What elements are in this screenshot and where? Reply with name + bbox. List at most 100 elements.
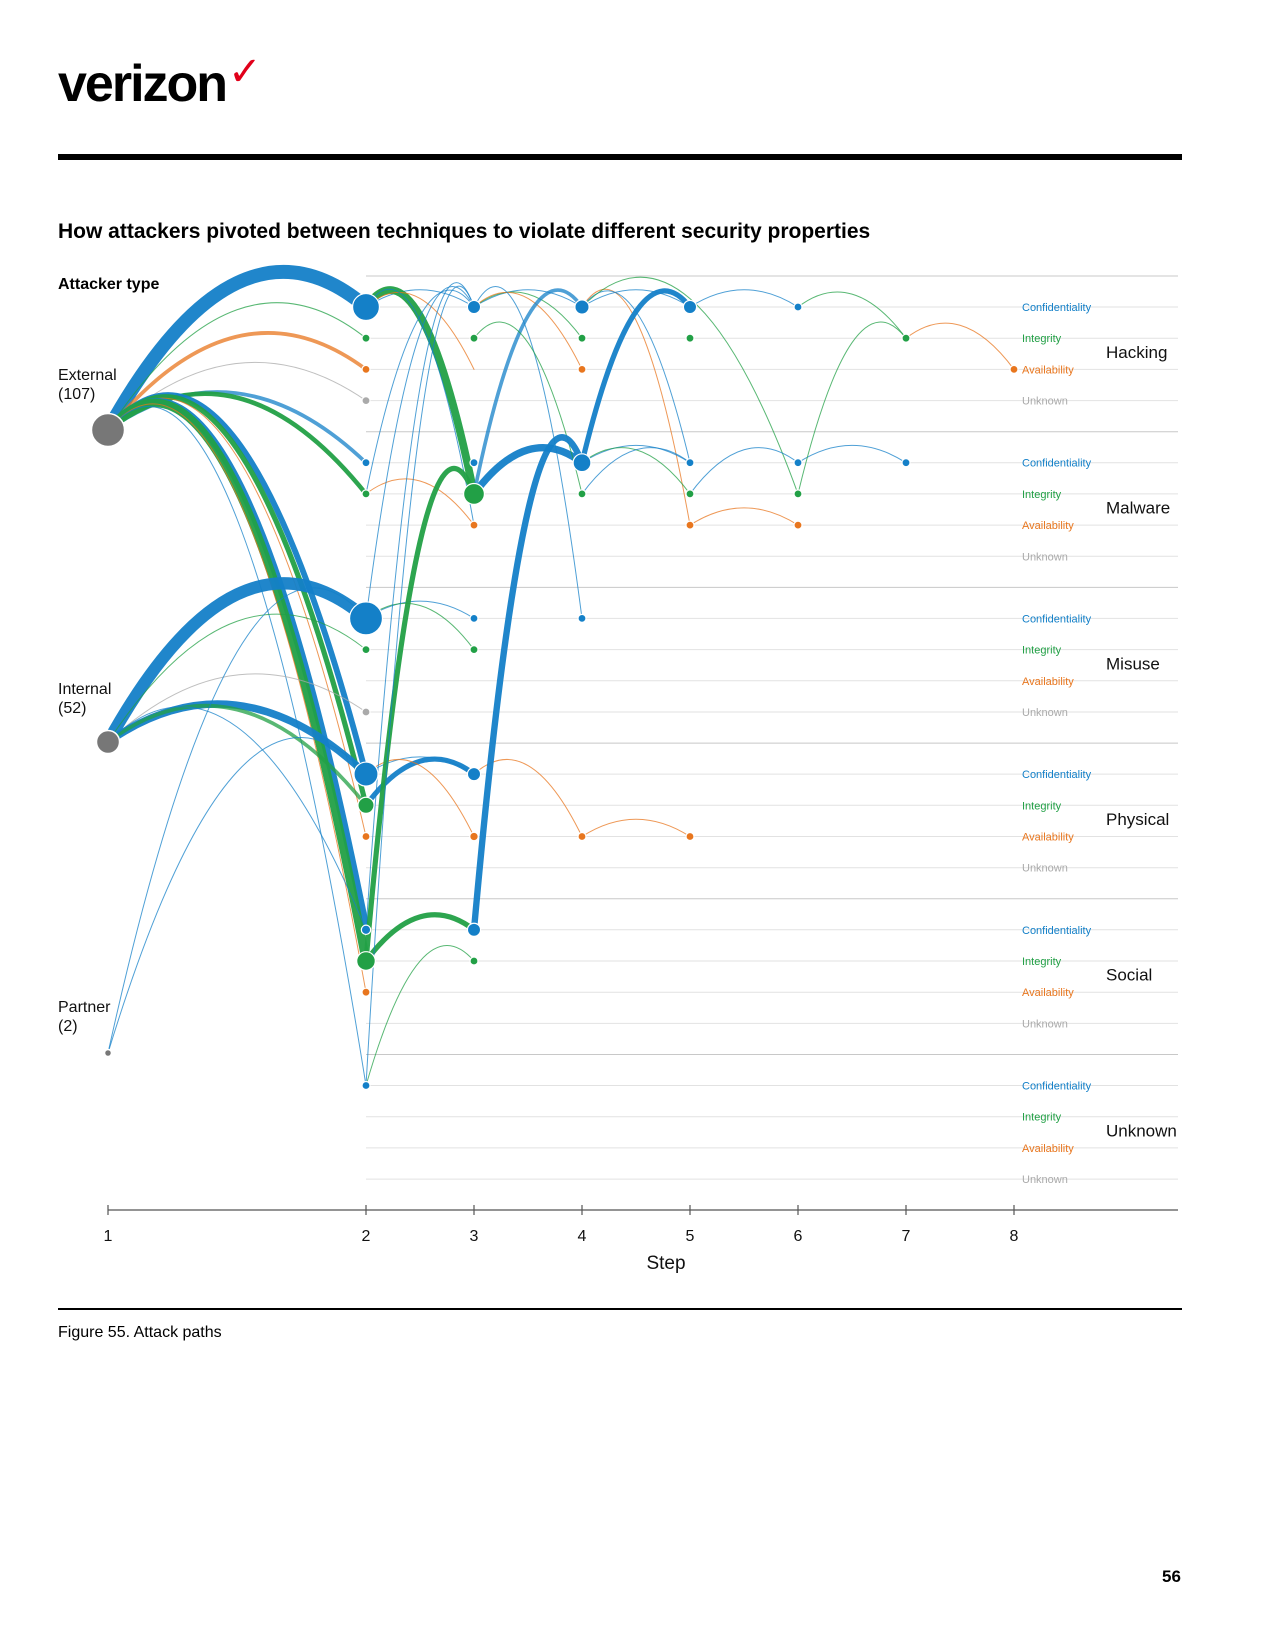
attack-path-link bbox=[107, 737, 367, 1054]
x-tick-label: 5 bbox=[686, 1228, 695, 1245]
action-label-misuse: Misuse bbox=[1106, 654, 1160, 673]
attack-path-link bbox=[365, 286, 475, 619]
node-step3-hacking-integrity bbox=[469, 333, 479, 343]
row-label-availability: Availability bbox=[1022, 520, 1074, 532]
attack-path-link bbox=[689, 289, 799, 308]
node-step2-physical-availability bbox=[361, 831, 371, 842]
node-step2-malware-integrity bbox=[361, 489, 371, 499]
row-label-availability: Availability bbox=[1022, 1143, 1074, 1155]
node-step4-malware-confidentiality bbox=[572, 453, 592, 473]
attack-path-link bbox=[365, 282, 475, 931]
x-tick-label: 7 bbox=[902, 1228, 911, 1245]
node-step2-misuse-unknown bbox=[361, 707, 371, 717]
node-step3-physical-availability bbox=[469, 831, 479, 842]
row-label-confidentiality: Confidentiality bbox=[1022, 302, 1092, 314]
node-step3-social-integrity bbox=[469, 956, 479, 966]
node-step2-malware-confidentiality bbox=[361, 458, 371, 468]
verizon-logo: verizon✓ bbox=[58, 52, 262, 110]
attack-path-link bbox=[101, 265, 373, 437]
attack-path-link bbox=[365, 289, 475, 495]
node-step3-malware-integrity bbox=[462, 482, 486, 505]
row-label-integrity: Integrity bbox=[1022, 333, 1062, 345]
attack-path-link bbox=[365, 602, 475, 651]
attack-path-link bbox=[473, 321, 583, 495]
node-step5-physical-availability bbox=[685, 831, 695, 842]
row-label-unknown: Unknown bbox=[1022, 863, 1068, 875]
node-step4-hacking-integrity bbox=[577, 333, 587, 343]
attack-path-link bbox=[581, 818, 691, 837]
figure-caption: Figure 55. Attack paths bbox=[58, 1324, 222, 1341]
page-number: 56 bbox=[1162, 1567, 1181, 1586]
node-step5-malware-confidentiality bbox=[685, 458, 695, 468]
attack-path-link bbox=[107, 613, 367, 743]
node-step3-misuse-confidentiality bbox=[469, 613, 479, 624]
attack-path-link bbox=[365, 291, 475, 370]
x-tick-label: 3 bbox=[470, 1228, 479, 1245]
attack-path-link bbox=[581, 276, 799, 495]
row-label-unknown: Unknown bbox=[1022, 1174, 1068, 1186]
attack-path-link bbox=[106, 331, 368, 432]
x-tick-label: 8 bbox=[1010, 1228, 1019, 1245]
footer-rule bbox=[58, 1308, 1182, 1310]
node-step5-hacking-confidentiality bbox=[682, 299, 698, 315]
row-label-confidentiality: Confidentiality bbox=[1022, 925, 1092, 937]
x-axis-title: Step bbox=[646, 1253, 685, 1274]
attacker-type-heading: Attacker type bbox=[58, 276, 160, 293]
row-label-unknown: Unknown bbox=[1022, 396, 1068, 408]
row-label-integrity: Integrity bbox=[1022, 489, 1062, 501]
node-step6-hacking-confidentiality bbox=[793, 302, 803, 312]
row-label-integrity: Integrity bbox=[1022, 1112, 1062, 1124]
attacker-count-external: (107) bbox=[58, 386, 95, 403]
attack-path-link bbox=[107, 405, 367, 1086]
node-step2-physical-confidentiality bbox=[353, 761, 379, 787]
node-step2-hacking-unknown bbox=[361, 396, 371, 406]
row-label-availability: Availability bbox=[1022, 676, 1074, 688]
node-step6-malware-integrity bbox=[793, 489, 803, 499]
node-step3-malware-confidentiality bbox=[469, 458, 479, 468]
node-step2-social-availability bbox=[361, 987, 371, 997]
attacker-label-partner: Partner bbox=[58, 999, 111, 1016]
x-tick-label: 1 bbox=[104, 1228, 113, 1245]
node-step5-hacking-integrity bbox=[685, 333, 695, 343]
node-step4-misuse-confidentiality bbox=[577, 613, 587, 624]
attack-path-link bbox=[365, 285, 475, 1086]
node-step2-hacking-availability bbox=[361, 364, 371, 374]
attack-path-link bbox=[472, 288, 584, 496]
row-label-confidentiality: Confidentiality bbox=[1022, 769, 1092, 781]
attack-path-link bbox=[581, 444, 691, 464]
action-label-malware: Malware bbox=[1106, 499, 1170, 518]
row-label-unknown: Unknown bbox=[1022, 707, 1068, 719]
row-label-availability: Availability bbox=[1022, 364, 1074, 376]
attack-path-link bbox=[107, 403, 367, 993]
attack-path-link bbox=[107, 302, 367, 431]
row-label-confidentiality: Confidentiality bbox=[1022, 458, 1092, 470]
attack-path-link bbox=[473, 291, 583, 339]
node-step3-malware-availability bbox=[469, 520, 479, 530]
node-step6-malware-confidentiality bbox=[793, 458, 803, 468]
attacker-label-external: External bbox=[58, 367, 117, 384]
attack-path-link bbox=[689, 447, 799, 495]
node-step3-misuse-integrity bbox=[469, 644, 479, 655]
row-label-integrity: Integrity bbox=[1022, 645, 1062, 657]
attack-path-link bbox=[473, 758, 583, 837]
x-tick-label: 4 bbox=[578, 1228, 587, 1245]
logo-check-icon: ✓ bbox=[228, 50, 261, 94]
node-step3-social-confidentiality bbox=[466, 922, 482, 937]
node-step2-physical-integrity bbox=[357, 796, 375, 814]
node-step4-hacking-availability bbox=[577, 364, 587, 374]
row-label-integrity: Integrity bbox=[1022, 800, 1062, 812]
attack-path-link bbox=[106, 703, 368, 808]
node-step6-malware-availability bbox=[793, 520, 803, 530]
node-step2-hacking-integrity bbox=[361, 333, 371, 343]
attack-path-link bbox=[473, 286, 583, 619]
node-step3-physical-confidentiality bbox=[466, 766, 482, 782]
node-step2-hacking-confidentiality bbox=[351, 292, 381, 322]
node-step2-unknown-confidentiality bbox=[361, 1080, 371, 1091]
attack-path-link bbox=[581, 289, 691, 308]
attack-path-link bbox=[107, 587, 367, 1054]
node-step2-social-integrity bbox=[356, 951, 376, 971]
node-step2-social-confidentiality bbox=[360, 924, 372, 936]
attacker-node-external bbox=[90, 412, 126, 448]
row-label-confidentiality: Confidentiality bbox=[1022, 613, 1092, 625]
x-tick-label: 2 bbox=[362, 1228, 371, 1245]
